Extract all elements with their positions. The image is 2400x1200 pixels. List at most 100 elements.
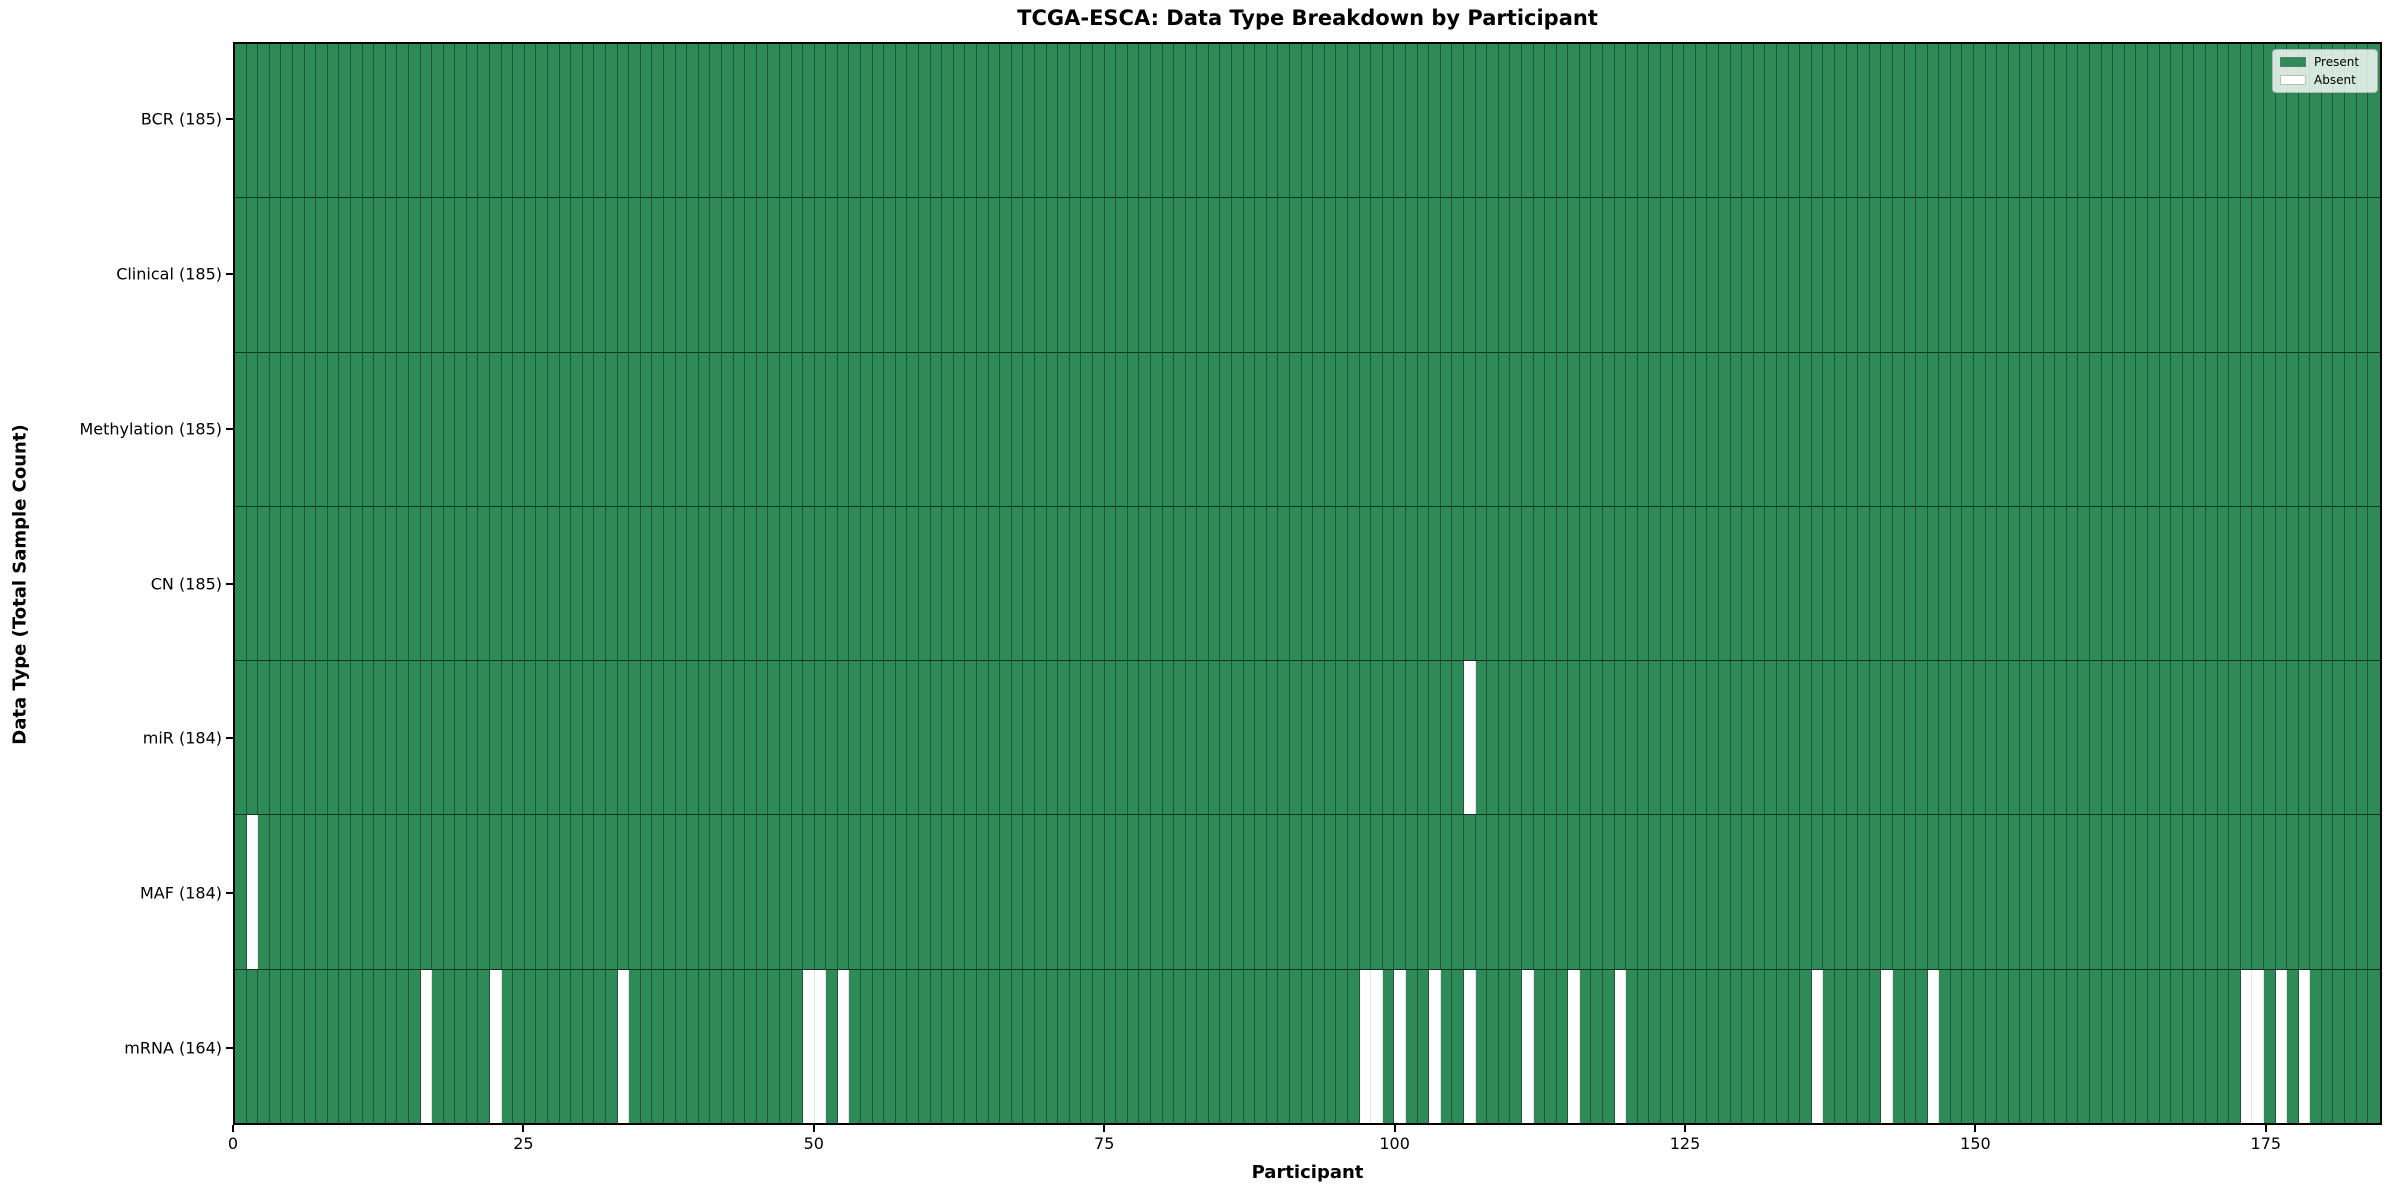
present-cell-BCR-17	[432, 44, 444, 198]
present-cell-mRNA-85	[1220, 969, 1233, 1123]
present-cell-BCR-16	[420, 44, 433, 198]
present-cell-Clinical-79	[1150, 198, 1163, 352]
present-cell-miR-28	[559, 661, 572, 815]
present-cell-CN-15	[408, 506, 421, 661]
present-cell-Methylation-156	[2043, 352, 2056, 506]
present-cell-mRNA-59	[919, 969, 931, 1123]
present-cell-Methylation-130	[1742, 352, 1754, 506]
present-cell-Clinical-38	[675, 198, 688, 352]
present-cell-mRNA-36	[652, 969, 664, 1123]
present-cell-Methylation-68	[1023, 352, 1035, 506]
present-cell-MAF-23	[501, 815, 514, 969]
present-cell-CN-116	[1579, 506, 1592, 661]
present-cell-Methylation-93	[1313, 352, 1325, 506]
absent-cell-mRNA-22	[490, 969, 502, 1123]
present-cell-BCR-107	[1475, 44, 1488, 198]
present-cell-mRNA-104	[1440, 969, 1453, 1123]
present-cell-mRNA-32	[606, 969, 618, 1123]
present-cell-miR-31	[594, 661, 606, 815]
present-cell-CN-2	[258, 506, 270, 661]
present-cell-miR-128	[1719, 661, 1731, 815]
present-cell-BCR-106	[1463, 44, 1476, 198]
present-cell-mRNA-83	[1197, 969, 1209, 1123]
present-cell-CN-13	[385, 506, 398, 661]
present-cell-mRNA-51	[826, 969, 838, 1123]
present-cell-mRNA-75	[1104, 969, 1117, 1123]
present-cell-Methylation-4	[281, 352, 293, 506]
present-cell-MAF-176	[2275, 815, 2288, 969]
present-cell-Clinical-115	[1568, 198, 1580, 352]
present-cell-CN-58	[907, 506, 920, 661]
present-cell-Clinical-57	[895, 198, 908, 352]
present-cell-BCR-87	[1243, 44, 1256, 198]
present-cell-CN-94	[1324, 506, 1337, 661]
present-cell-BCR-60	[930, 44, 943, 198]
present-cell-BCR-18	[443, 44, 456, 198]
present-cell-miR-110	[1510, 661, 1522, 815]
present-cell-mRNA-150	[1974, 969, 1986, 1123]
present-cell-mRNA-168	[2182, 969, 2195, 1123]
present-cell-mRNA-12	[374, 969, 386, 1123]
present-cell-miR-116	[1579, 661, 1592, 815]
present-cell-MAF-47	[779, 815, 792, 969]
present-cell-mRNA-62	[953, 969, 966, 1123]
present-cell-mRNA-144	[1904, 969, 1917, 1123]
present-cell-mRNA-132	[1765, 969, 1777, 1123]
present-cell-MAF-170	[2205, 815, 2218, 969]
present-cell-Methylation-19	[455, 352, 467, 506]
present-cell-Clinical-71	[1058, 198, 1070, 352]
present-cell-Clinical-39	[687, 198, 699, 352]
present-cell-BCR-33	[617, 44, 630, 198]
present-cell-Methylation-1	[246, 352, 259, 506]
present-cell-mRNA-27	[548, 969, 560, 1123]
present-cell-MAF-111	[1521, 815, 1534, 969]
present-cell-CN-44	[745, 506, 757, 661]
present-cell-BCR-58	[907, 44, 920, 198]
present-cell-MAF-24	[513, 815, 525, 969]
present-cell-CN-162	[2113, 506, 2125, 661]
present-cell-miR-101	[1405, 661, 1418, 815]
present-cell-mRNA-91	[1290, 969, 1302, 1123]
present-cell-BCR-11	[362, 44, 375, 198]
present-cell-Clinical-95	[1336, 198, 1348, 352]
present-cell-Clinical-51	[826, 198, 838, 352]
present-cell-miR-83	[1197, 661, 1209, 815]
present-cell-Methylation-15	[408, 352, 421, 506]
present-cell-miR-133	[1776, 661, 1789, 815]
present-cell-mRNA-179	[2310, 969, 2322, 1123]
present-cell-BCR-50	[814, 44, 827, 198]
present-cell-mRNA-171	[2217, 969, 2230, 1123]
present-cell-BCR-1	[246, 44, 259, 198]
present-cell-Methylation-165	[2147, 352, 2160, 506]
present-cell-CN-149	[1962, 506, 1975, 661]
present-cell-Methylation-34	[629, 352, 641, 506]
present-cell-CN-91	[1290, 506, 1302, 661]
present-cell-Clinical-42	[721, 198, 734, 352]
present-cell-BCR-34	[629, 44, 641, 198]
present-cell-Clinical-145	[1916, 198, 1928, 352]
present-cell-mRNA-167	[2171, 969, 2183, 1123]
present-cell-MAF-45	[756, 815, 769, 969]
present-cell-MAF-63	[965, 815, 977, 969]
present-cell-BCR-152	[1997, 44, 2009, 198]
present-cell-miR-170	[2205, 661, 2218, 815]
present-cell-miR-114	[1556, 661, 1569, 815]
present-cell-mRNA-35	[640, 969, 653, 1123]
present-cell-Methylation-151	[1985, 352, 1998, 506]
present-cell-CN-48	[791, 506, 804, 661]
present-cell-CN-141	[1869, 506, 1882, 661]
present-cell-BCR-162	[2113, 44, 2125, 198]
present-cell-MAF-83	[1197, 815, 1209, 969]
present-cell-mRNA-1	[246, 969, 259, 1123]
present-cell-BCR-40	[698, 44, 711, 198]
present-cell-MAF-39	[687, 815, 699, 969]
present-cell-CN-69	[1034, 506, 1047, 661]
present-cell-BCR-35	[640, 44, 653, 198]
present-cell-Methylation-58	[907, 352, 920, 506]
present-cell-MAF-19	[455, 815, 467, 969]
present-cell-mRNA-99	[1382, 969, 1395, 1123]
present-cell-miR-42	[721, 661, 734, 815]
present-cell-BCR-102	[1417, 44, 1430, 198]
present-cell-MAF-90	[1278, 815, 1291, 969]
present-cell-Clinical-147	[1939, 198, 1951, 352]
